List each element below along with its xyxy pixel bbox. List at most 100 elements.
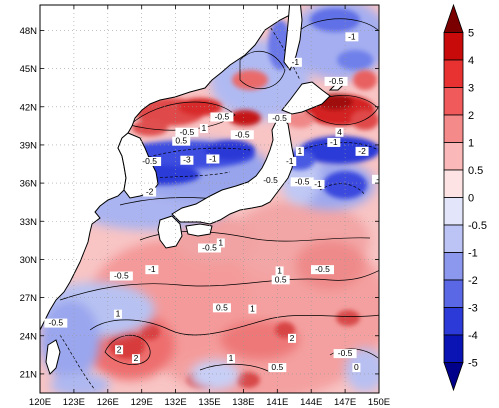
colorbar-segment: [443, 252, 464, 281]
contour-label-bg: [132, 354, 141, 364]
contour-label: -1: [148, 264, 156, 274]
hokkaido-island: [281, 81, 331, 115]
contour-label-bg: [175, 127, 199, 137]
contour-label: -1: [314, 179, 322, 189]
contour-label-bg: [345, 32, 359, 42]
lat-tick-label: 30N: [20, 255, 38, 266]
contour-label-bg: [138, 157, 162, 167]
contour-label-bg: [324, 76, 348, 86]
contour-label-bg: [333, 349, 357, 359]
contour-label-bg: [327, 137, 341, 147]
contour-label: -0.5: [263, 175, 278, 185]
colorbar-label: -1: [468, 248, 478, 260]
contour-label-bg: [372, 174, 379, 184]
contour-label: 2: [134, 353, 139, 363]
colorbar-segment: [443, 197, 464, 226]
colorbar-segment: [443, 169, 464, 198]
contour-label-layer: -1-1-0.5-0.51-0.5-0.5-0.50.54-11-0.5 -3 -1…: [44, 31, 379, 373]
contour-label-bg: [335, 127, 344, 137]
contour-label: 1: [229, 353, 234, 363]
contour-label-bg: [145, 265, 159, 275]
contour-label: -2: [146, 187, 154, 197]
lon-tick-label: 132E: [165, 397, 187, 408]
contour-label: -2: [358, 146, 366, 156]
contour-label-bg: [115, 345, 124, 355]
contour-label: -0.5: [315, 264, 330, 274]
colorbar-segment: [443, 114, 464, 143]
map-axes: 120E 123E 126E 129E 132E 135E 138E 141E 144E 147E…: [20, 5, 390, 408]
contour-label-bg: [44, 318, 68, 328]
colorbar-label: 0: [468, 193, 474, 205]
honshu-island: [171, 117, 295, 225]
contour-label: -0.5: [215, 111, 230, 121]
colorbar-segment: [443, 334, 464, 363]
colorbar-label: -4: [468, 330, 478, 342]
lat-tick-label: 48N: [20, 26, 38, 37]
colorbar-segment: [443, 59, 464, 88]
contour-label: -0.5: [48, 318, 63, 328]
contour-label: -1: [292, 57, 300, 67]
map-area: -1-1-0.5-0.51-0.5-0.5-0.50.54-11-0.5 -3 -1…: [40, 5, 379, 393]
contour-label: 4: [337, 127, 342, 137]
contour-label-bg: [143, 187, 157, 197]
contour-label-bg: [198, 243, 221, 253]
contour-label-bg: [268, 363, 287, 373]
contour-label-bg: [287, 333, 296, 343]
contour-label-bg: [259, 176, 283, 186]
contour-label-bg: [212, 303, 231, 313]
contour-label: 1: [298, 146, 303, 156]
contour-label-bg: [206, 154, 220, 164]
contour-label: -0.5: [142, 156, 157, 166]
colorbar-label: 1: [468, 138, 474, 150]
lat-tick-label: 39N: [20, 140, 38, 151]
colorbar-label: 3: [468, 83, 474, 95]
contour-label: -0.5: [338, 348, 353, 358]
colorbar-segment: [443, 307, 464, 336]
contour-label-bg: [271, 275, 290, 285]
contour-label: -0.5: [202, 243, 217, 253]
colorbar-label: 2: [468, 110, 474, 122]
contour-label: 0.5: [271, 362, 283, 372]
contour-label: -0.5: [272, 113, 287, 123]
lat-tick-label: 33N: [20, 217, 38, 228]
lon-tick-label: 150E: [368, 397, 390, 408]
lat-tick-label: 42N: [20, 102, 38, 113]
lon-tick-label: 147E: [334, 397, 356, 408]
lat-tick-label: 27N: [20, 293, 38, 304]
contour-label: -0.5: [295, 176, 310, 186]
lat-tick-label: 36N: [20, 179, 38, 190]
contour-label: 2: [290, 333, 295, 343]
contour-label: 0.5: [216, 302, 228, 312]
colorbar-label: -3: [468, 303, 478, 315]
contour-label-bg: [283, 157, 297, 167]
contour-label-bg: [109, 271, 133, 281]
contour-label: -0.5: [180, 127, 195, 137]
lon-tick-label: 129E: [131, 397, 153, 408]
colorbar-segment: [443, 32, 464, 61]
graticule: [40, 5, 379, 393]
contour-label: 2: [117, 344, 122, 354]
contour-label-bg: [248, 304, 257, 314]
colorbar: 5 4 3 2 1 0.5 0 -0.5 -1 -2 -3 -4 -5: [443, 3, 487, 392]
contour-label-bg: [113, 309, 122, 319]
colorbar-label: 0.5: [468, 165, 483, 177]
contour-label-bg: [352, 363, 361, 373]
lat-tick-label: 45N: [20, 64, 38, 75]
lon-tick-label: 138E: [232, 397, 254, 408]
contour-label: -0.5: [114, 271, 129, 281]
contour-label: 0.5: [175, 136, 187, 146]
contour-label-bg: [210, 112, 234, 122]
contour-label: -1: [330, 137, 338, 147]
colorbar-label: -5: [468, 358, 478, 370]
contour-lines: [59, 18, 379, 373]
contour-label: 1: [277, 265, 282, 275]
lat-tick-label: 24N: [20, 331, 38, 342]
contour-label: -3: [183, 155, 191, 165]
korean-peninsula: [117, 132, 159, 199]
lat-tick-label: 21N: [20, 369, 38, 380]
colorbar-label: -0.5: [468, 220, 487, 232]
shikoku-island: [185, 223, 213, 237]
colorbar-label: 4: [468, 55, 474, 67]
contour-label: 0.5: [275, 274, 287, 284]
